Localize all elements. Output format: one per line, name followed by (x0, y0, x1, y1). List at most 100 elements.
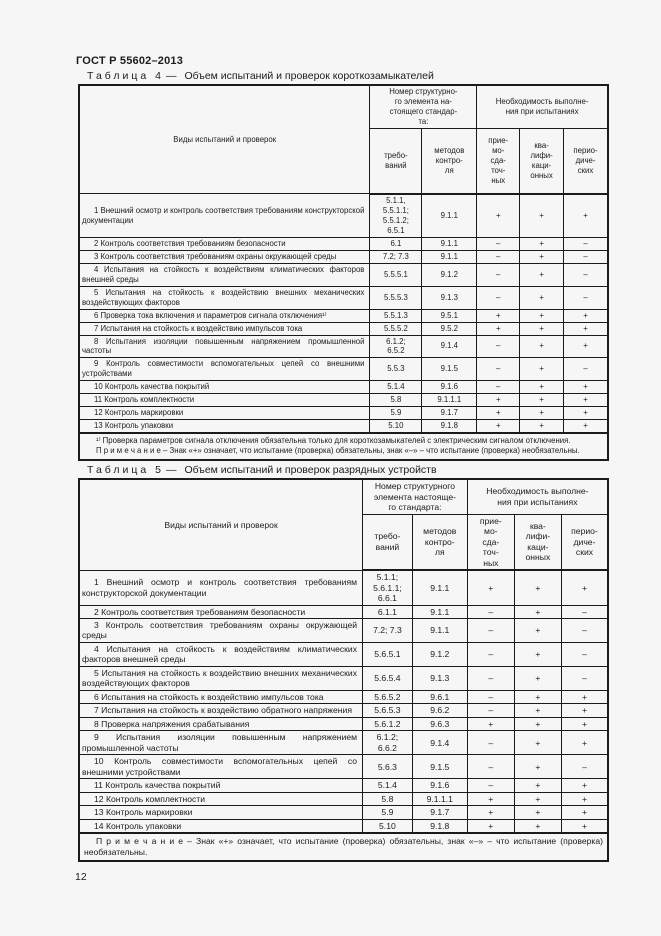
cell-req: 5.9 (362, 805, 413, 820)
table-row: 4 Испытания на стойкость к воздействиям … (78, 641, 609, 667)
cell-name: 2 Контроль соответствия требованиям безо… (78, 236, 371, 251)
cell-per: + (560, 716, 609, 732)
cell-per: + (560, 791, 609, 807)
cell-acc: + (476, 419, 521, 434)
cell-qual: + (513, 569, 562, 606)
table4-header-acceptance: прие- мо- сда- точ- ных (476, 127, 521, 195)
cell-qual: + (513, 754, 562, 780)
cell-qual: + (519, 357, 565, 382)
table-row: 11 Контроль комплектности 5.8 9.1.1.1 + + + (78, 393, 609, 408)
cell-acc: – (476, 334, 521, 359)
cell-qual: + (513, 618, 562, 643)
table5-header-req: требо- ваний (362, 513, 413, 572)
table4-notes-cell: ¹⁾ Проверка параметров сигнала отключени… (78, 432, 609, 461)
cell-acc: – (466, 778, 515, 793)
cell-qual: + (519, 262, 565, 287)
cell-qual: + (519, 321, 565, 336)
cell-qual: + (513, 805, 562, 820)
table5-header-periodic: перио- диче- ских (560, 513, 609, 572)
cell-method: 9.1.1 (411, 604, 468, 620)
cell-acc: + (476, 193, 521, 238)
cell-qual: + (519, 419, 565, 434)
cell-acc: + (466, 791, 515, 807)
cell-acc: – (476, 380, 521, 395)
cell-req: 5.10 (362, 818, 413, 834)
cell-req: 6.1.1 (362, 604, 413, 620)
cell-qual: + (519, 236, 565, 251)
table5-body: 1 Внешний осмотр и контроль соответствия… (78, 569, 609, 834)
table4: Виды испытаний и проверок Номер структур… (78, 84, 609, 462)
table5-notes-row: П р и м е ч а н и е – Знак «+» означает,… (78, 832, 609, 862)
table-row: 13 Контроль упаковки 5.10 9.1.8 + + + (78, 419, 609, 434)
cell-acc: + (476, 393, 521, 408)
cell-per: – (560, 641, 609, 667)
cell-name: 8 Проверка напряжения срабатывания (78, 716, 364, 732)
cell-req: 7.2; 7.3 (369, 249, 423, 264)
table5-caption-label: Таблица 5 (87, 464, 164, 477)
cell-method: 9.5.1 (421, 308, 478, 323)
cell-name: 4 Испытания на стойкость к воздействиям … (78, 262, 371, 287)
table4-note: П р и м е ч а н и е – Знак «+» означает,… (96, 446, 580, 456)
table-row: 12 Контроль комплектности 5.8 9.1.1.1 + + + (78, 791, 609, 807)
cell-per: + (563, 308, 609, 323)
cell-qual: + (519, 380, 565, 395)
cell-name: 11 Контроль комплектности (78, 393, 371, 408)
cell-per: – (560, 754, 609, 780)
table-row: 1 Внешний осмотр и контроль соответствия… (78, 569, 609, 606)
cell-per: + (560, 703, 609, 718)
cell-method: 9.1.7 (421, 406, 478, 421)
cell-method: 9.1.5 (411, 754, 468, 780)
table-row: 14 Контроль упаковки 5.10 9.1.8 + + + (78, 818, 609, 834)
table-row: 8 Испытания изоляции повышенным напряжен… (78, 334, 609, 359)
cell-req: 5.9 (369, 406, 423, 421)
cell-req: 5.6.5.4 (362, 665, 413, 691)
table5-header-qualification: ква- лифи- каци- онных (513, 513, 562, 572)
table-row: 7 Испытания на стойкость к воздействию о… (78, 703, 609, 718)
table-row: 6 Испытания на стойкость к воздействию и… (78, 689, 609, 705)
table5-caption-title: Объем испытаний и проверок разрядных уст… (184, 464, 437, 477)
cell-qual: + (513, 665, 562, 691)
cell-per: + (560, 805, 609, 820)
cell-acc: + (466, 805, 515, 820)
table-row: 9 Испытания изоляции повышенным напряжен… (78, 730, 609, 756)
cell-name: 10 Контроль совместимости вспомогательны… (78, 754, 364, 780)
cell-per: + (560, 778, 609, 793)
cell-name: 5 Испытания на стойкость к воздействию в… (78, 285, 371, 310)
cell-method: 9.1.7 (411, 805, 468, 820)
cell-name: 4 Испытания на стойкость к воздействиям … (78, 641, 364, 667)
cell-acc: – (466, 754, 515, 780)
table-row: 3 Контроль соответствия требованиям охра… (78, 618, 609, 643)
cell-name: 9 Контроль совместимости вспомогательных… (78, 357, 371, 382)
cell-method: 9.1.1 (411, 569, 468, 606)
cell-qual: + (519, 193, 565, 238)
table-row: 9 Контроль совместимости вспомогательных… (78, 357, 609, 382)
table5-header-necessity-group: Необходимость выполне- ния при испытания… (466, 478, 609, 515)
cell-req: 5.6.3 (362, 754, 413, 780)
cell-req: 5.1.1; 5.6.1.1; 6.6.1 (362, 569, 413, 606)
cell-req: 5.8 (369, 393, 423, 408)
table5-header-acceptance: прие- мо- сда- точ- ных (466, 513, 515, 572)
cell-acc: – (466, 665, 515, 691)
cell-method: 9.1.1 (411, 618, 468, 643)
cell-qual: + (513, 703, 562, 718)
cell-req: 5.5.1.3 (369, 308, 423, 323)
cell-name: 13 Контроль маркировки (78, 805, 364, 820)
cell-per: – (563, 249, 609, 264)
table-row: 8 Проверка напряжения срабатывания 5.6.1.… (78, 716, 609, 732)
cell-name: 11 Контроль качества покрытий (78, 778, 364, 793)
cell-name: 6 Проверка тока включения и параметров с… (78, 308, 371, 323)
cell-method: 9.1.2 (411, 641, 468, 667)
cell-name: 14 Контроль упаковки (78, 818, 364, 834)
cell-per: – (563, 357, 609, 382)
cell-req: 5.5.5.1 (369, 262, 423, 287)
cell-req: 5.5.3 (369, 357, 423, 382)
page-number: 12 (75, 871, 87, 884)
cell-req: 5.5.5.2 (369, 321, 423, 336)
cell-name: 12 Контроль комплектности (78, 791, 364, 807)
cell-method: 9.1.4 (421, 334, 478, 359)
cell-acc: + (476, 308, 521, 323)
cell-method: 9.1.5 (421, 357, 478, 382)
cell-req: 6.1.2; 6.5.2 (369, 334, 423, 359)
page-content: ГОСТ Р 55602–2013 Таблица 4— Объем испыта… (75, 0, 609, 884)
